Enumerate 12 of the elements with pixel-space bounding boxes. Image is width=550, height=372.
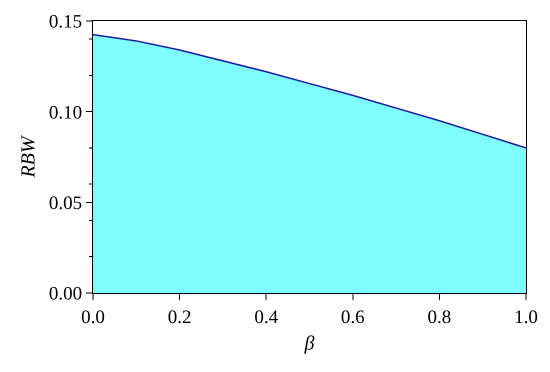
y-tick-label: 0.05: [48, 192, 82, 214]
x-tick-label: 0.0: [81, 306, 105, 328]
y-tick-label: 0.15: [48, 12, 82, 33]
x-tick-label: 0.8: [428, 306, 452, 328]
x-tick-label: 0.6: [340, 306, 365, 328]
y-axis-title: RBW: [17, 134, 40, 179]
x-axis-title: β: [304, 332, 315, 354]
x-tick-label: 1.0: [514, 306, 538, 328]
x-tick-label: 0.4: [254, 306, 279, 328]
y-tick-label: 0.10: [48, 102, 82, 124]
y-tick-label: 0.00: [48, 284, 82, 305]
x-tick-label: 0.2: [168, 306, 192, 328]
